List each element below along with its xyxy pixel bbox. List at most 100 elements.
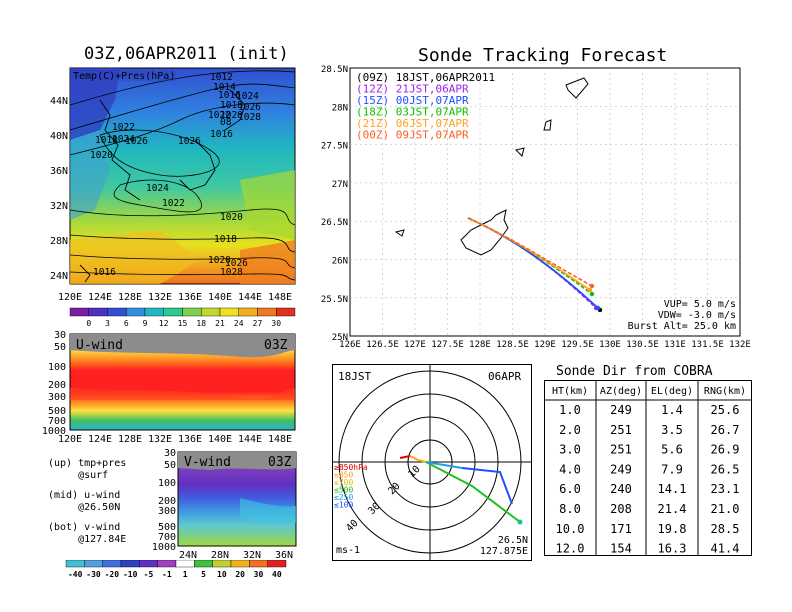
lon-tick-label: 144E [238,434,262,445]
pressure-tick-label: 100 [48,362,66,373]
colorbar-swatch [69,307,89,317]
lon-tick-label: 129E [534,340,556,350]
lat-tick-label: 28.5N [321,65,348,75]
lon-tick-label: 128E [118,434,142,445]
lon-tick-label: 120E [58,292,82,303]
colorbar-swatch [139,560,158,568]
lon-tick-label: 148E [268,292,292,303]
pressure-tick-label: 50 [164,460,176,471]
table-cell: 14.1 [658,482,687,496]
lat-tick-label: 26N [332,257,348,267]
landing-point [589,283,595,289]
isobar-label: 1020 [90,150,113,161]
left-map-title: 03Z,06APR2011 (init) [84,44,289,64]
lon-tick-label: 127.5E [431,340,464,350]
colorbar-swatch [175,560,195,568]
caption-bot: (bot) v-wind @127.84E [48,522,127,545]
colorbar-swatch [267,560,287,568]
colorbar-tick: 5 [201,570,206,579]
lon-tick-label: 136E [178,434,202,445]
table-cell: 6.0 [559,482,581,496]
colorbar-swatch [84,560,103,568]
lon-tick-label: 136E [178,292,202,303]
table-cell: 3.5 [661,423,683,437]
landing-point [595,305,601,311]
pressure-tick-label: 500 [158,522,176,533]
isobar-label: 1014 [213,82,236,93]
isobar-label: 1016 [93,267,116,278]
level-legend-entry: ≤700 [334,478,353,487]
isobar-label: 1028 [238,112,261,123]
table-cell: 10.0 [556,522,585,536]
table-cell: 26.7 [711,423,740,437]
lon-tick-label: 131E [664,340,686,350]
colorbar-tick: 21 [215,319,225,328]
lon-tick-label: 128E [118,292,142,303]
colorbar-swatch [276,307,296,317]
table-cell: 1.0 [559,403,581,417]
lon-tick-label: 130.5E [626,340,659,350]
level-legend-entry: ≤250 [334,493,353,502]
table-cell: 8.0 [559,502,581,516]
lat-tick-label: 26.5N [321,218,348,228]
colorbar-tick: 18 [196,319,206,328]
colorbar-swatch [219,307,239,317]
colorbar-swatch [249,560,268,568]
isobar-label: 1026 [225,258,248,269]
hodograph-segment [461,467,513,505]
pressure-tick-label: 50 [54,342,66,353]
u-wind-time: 03Z [264,338,288,353]
table-cell: 12.0 [556,542,585,556]
isobar-label: 1026 [238,102,261,113]
table-cell: 25.6 [711,403,740,417]
lat-tick-label: 40N [50,131,68,142]
lon-tick-label: 127E [404,340,426,350]
lat-tick-label: 32N [50,201,68,212]
isobar-label: 1020 [220,110,243,121]
colorbar-tick: -30 [86,570,101,579]
lat-tick-label: 24N [50,271,68,282]
colorbar-tick: 30 [271,319,281,328]
isobar-label: 1018 [95,135,118,146]
left-map-legend-text: Temp(C)+Pres(hPa) [73,71,175,82]
lon-tick-label: 128E [469,340,491,350]
table-cell: 208 [610,502,632,516]
table-cell: 3.0 [559,443,581,457]
table-cell: 251 [610,443,632,457]
colorbar-swatch [230,560,250,568]
run-legend-entry: (21Z) 06JST,07APR [356,117,469,130]
pressure-tick-label: 300 [158,506,176,517]
colorbar-swatch [163,307,183,317]
colorbar-tick: -1 [162,570,172,579]
hodograph-segment [425,461,463,469]
colorbar-swatch [102,560,122,568]
table-header: EL(deg) [651,386,693,397]
run-legend-entry: (15Z) 00JST,07APR [356,94,469,107]
lon-tick-label: 132E [729,340,751,350]
v-wind-title: V-wind [184,455,231,470]
hodograph-segment [409,455,419,461]
isobar-label: 1028 [220,267,243,278]
lon-tick-label: 126E [339,340,361,350]
hodograph-segment [399,455,411,459]
colorbar-swatch [126,307,146,317]
colorbar-swatch [107,307,127,317]
colorbar-tick: 30 [254,570,264,579]
isobar-label: 1026 [178,136,201,147]
level-legend-entry: ≤850 [334,471,353,480]
table-cell: 19.8 [658,522,687,536]
table-cell: 2.0 [559,423,581,437]
table-title: Sonde Dir from COBRA [556,364,713,379]
lat-tick-label: 32N [243,550,261,561]
table-cell: 5.6 [661,443,683,457]
colorbar-tick: 15 [178,319,188,328]
table-header: HT(km) [552,386,588,397]
lon-tick-label: 128.5E [496,340,529,350]
lon-tick-label: 120E [58,434,82,445]
isobar-label: 1020 [220,212,243,223]
lon-tick-label: 132E [148,434,172,445]
isobar-label: 1018 [214,234,237,245]
landing-point [589,291,595,297]
isobar-label: 1026 [125,136,148,147]
